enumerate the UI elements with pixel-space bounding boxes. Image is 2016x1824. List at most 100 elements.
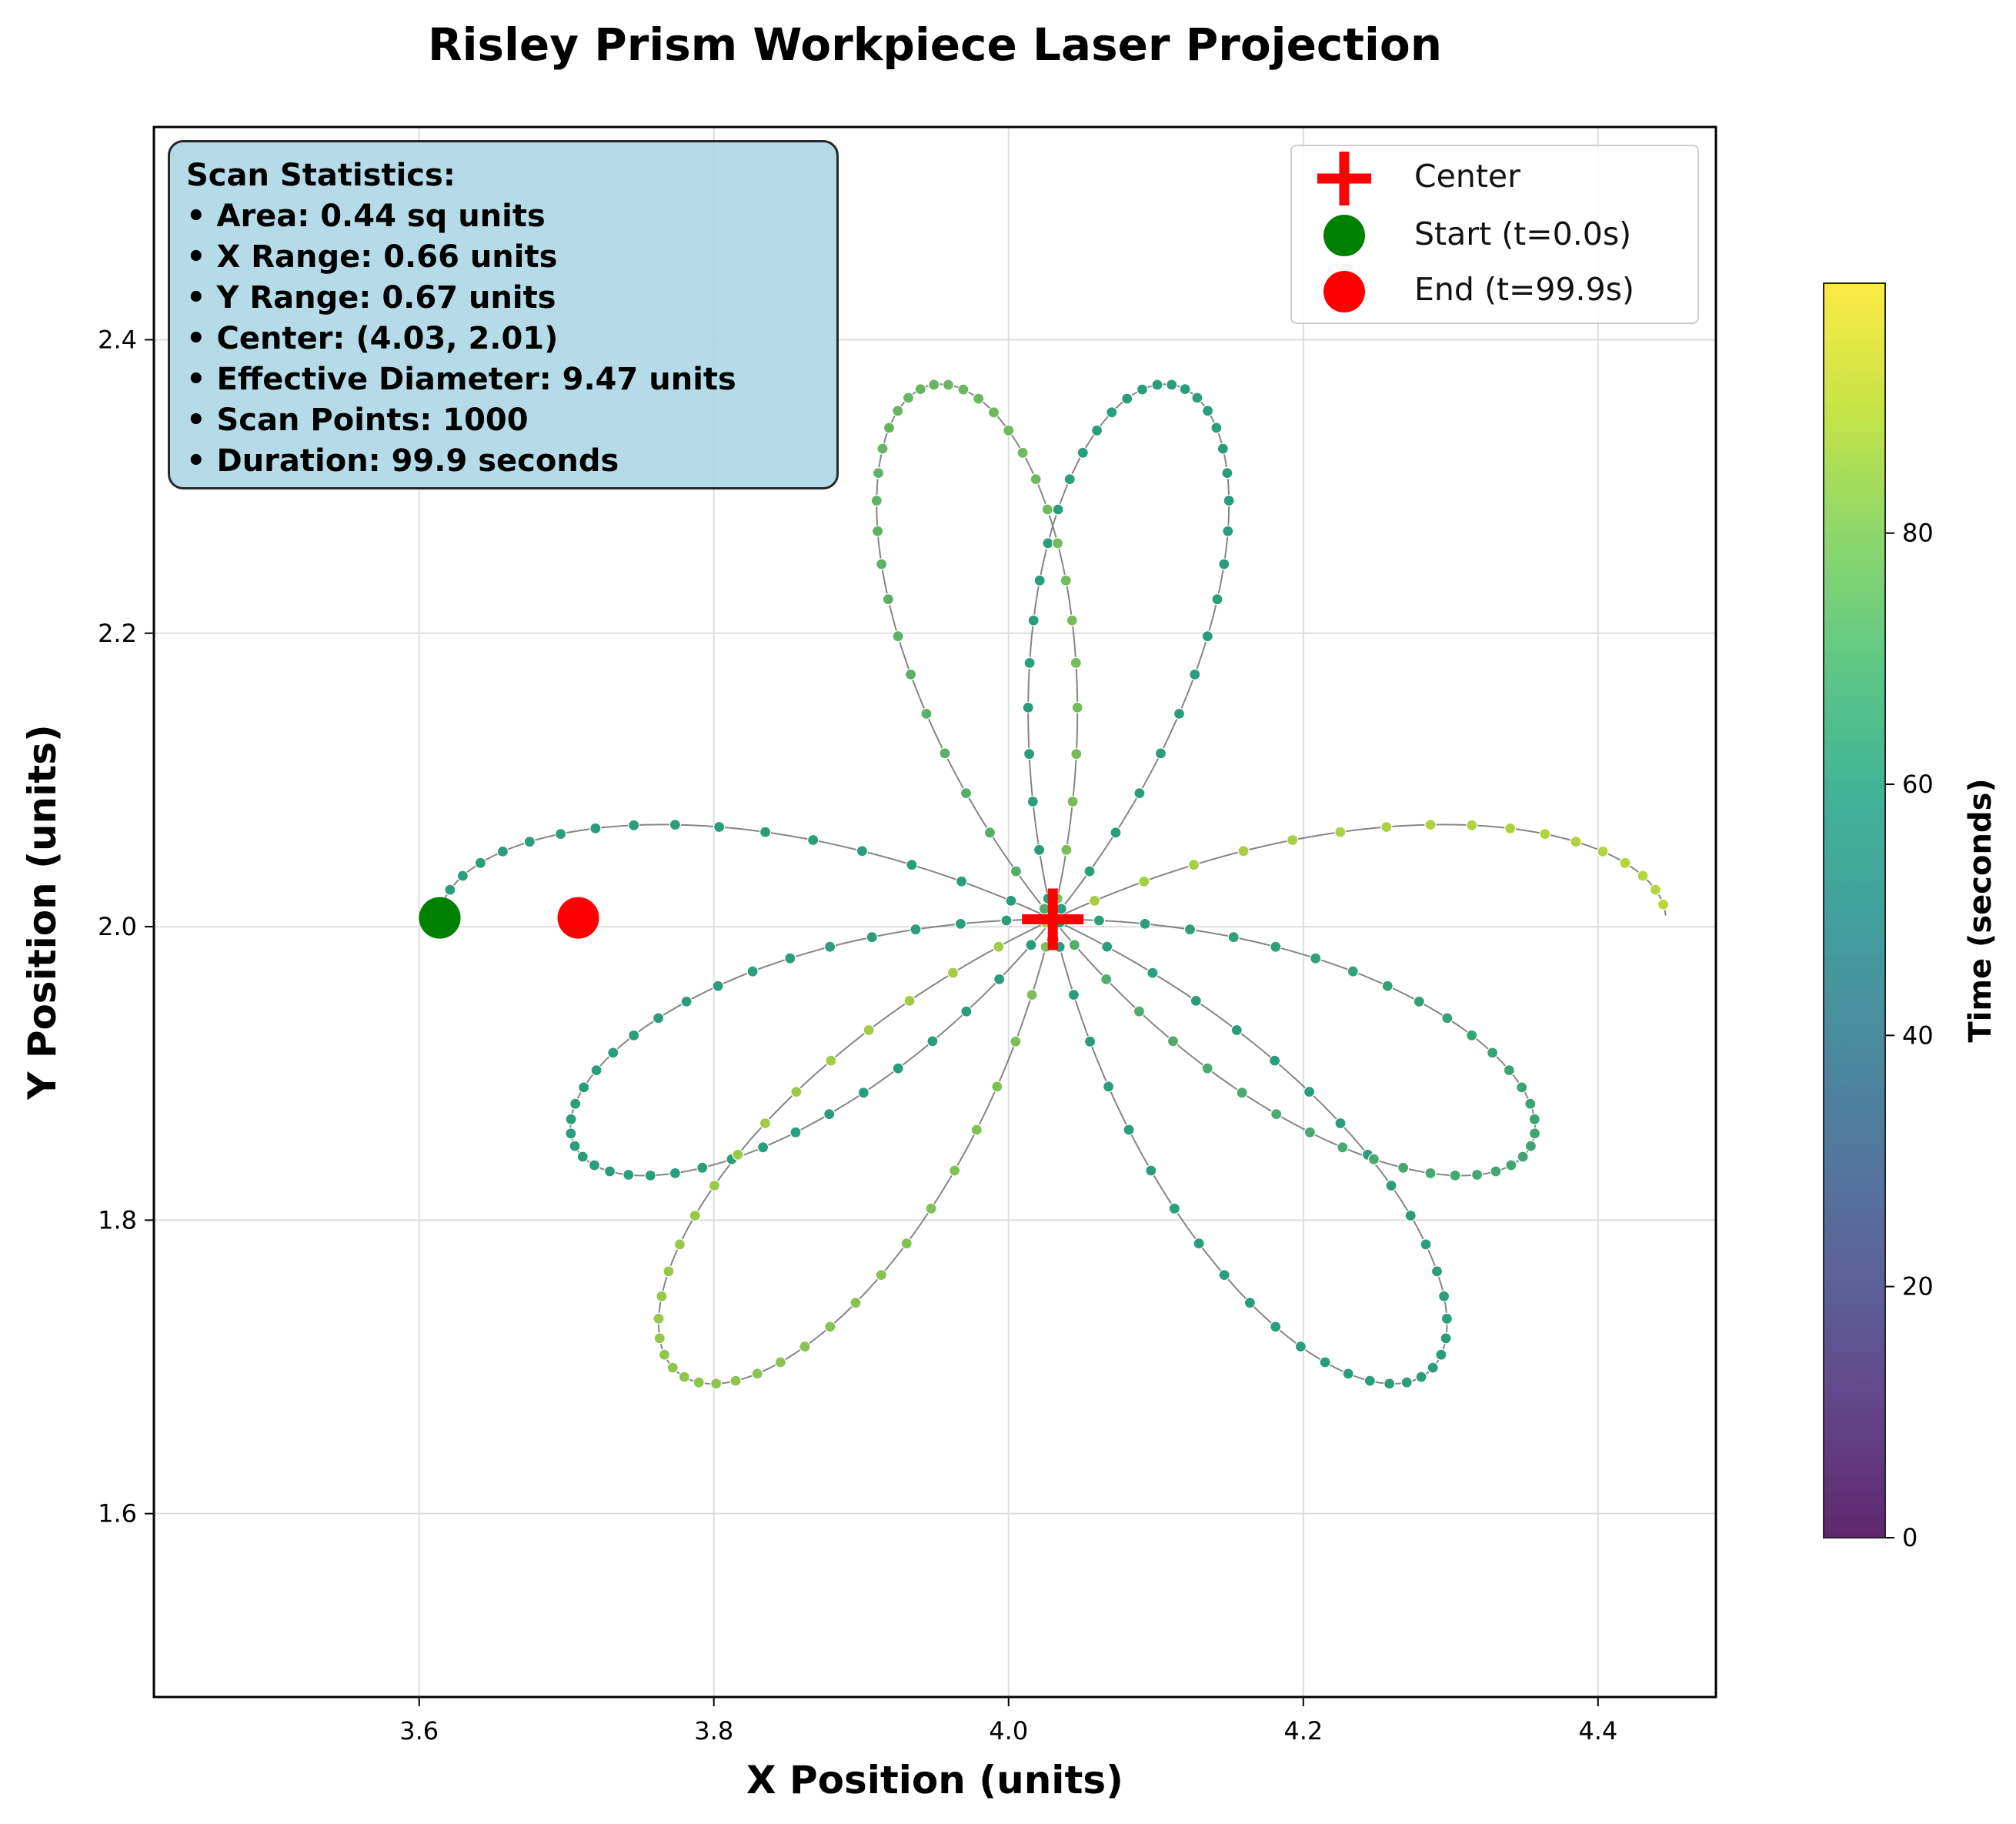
scan-point [713, 820, 726, 833]
scan-point [1201, 630, 1213, 643]
scan-point [872, 466, 885, 479]
colorbar-label: Time (seconds) [1963, 778, 1998, 1042]
scan-point [1440, 1312, 1454, 1325]
scan-point [1093, 914, 1106, 927]
scan-point [799, 1341, 811, 1353]
scan-point [807, 833, 819, 847]
scan-point [1294, 1341, 1307, 1353]
scan-point [957, 383, 970, 396]
stats-line: • Effective Diameter: 9.47 units [186, 362, 736, 397]
scan-point [1183, 924, 1197, 936]
scan-point [914, 383, 926, 396]
scan-point [1042, 537, 1054, 550]
scan-point [1597, 845, 1609, 858]
scan-point [1070, 656, 1082, 670]
scan-point [892, 405, 904, 417]
scan-point [993, 973, 1006, 986]
scan-point [693, 1376, 705, 1388]
scan-point [1027, 614, 1040, 626]
scan-point [1191, 392, 1203, 404]
scan-point [1051, 537, 1064, 550]
y-tick-label: 1.8 [98, 1205, 137, 1234]
scan-point [1570, 836, 1582, 848]
scan-point [866, 931, 878, 944]
scan-point [1505, 1159, 1517, 1171]
scan-point [1147, 967, 1159, 979]
scan-point [1218, 1268, 1230, 1281]
y-tick-label: 1.6 [98, 1499, 137, 1528]
scan-point [1023, 656, 1036, 670]
scan-point [1187, 859, 1200, 871]
scan-point [673, 1238, 686, 1251]
stats-line: • Scan Points: 1000 [186, 403, 529, 438]
scan-point [1110, 827, 1122, 839]
scan-point [569, 1097, 582, 1110]
scan-point [1068, 939, 1081, 951]
scan-point [622, 1168, 635, 1181]
scan-point [960, 787, 973, 800]
scan-point [1190, 994, 1202, 1007]
scan-point [857, 1087, 869, 1099]
scan-point [1101, 940, 1113, 953]
scan-point [1404, 1209, 1417, 1222]
y-tick-label: 2.0 [98, 912, 137, 941]
colorbar-tick-label: 20 [1902, 1272, 1934, 1301]
scan-point [1189, 668, 1201, 681]
scan-point [1528, 1127, 1541, 1140]
scan-point [993, 940, 1005, 953]
scan-point [456, 870, 469, 882]
scan-point [578, 1081, 590, 1094]
scan-point [628, 819, 640, 831]
scan-point [1193, 1238, 1205, 1250]
scan-point [653, 1312, 665, 1325]
scan-point [1649, 884, 1662, 896]
scan-trajectory [433, 379, 1670, 1390]
scan-point [1070, 748, 1083, 760]
scan-point [1033, 844, 1046, 856]
scan-point [656, 1290, 668, 1302]
scan-point [849, 1297, 862, 1309]
scan-point [1270, 940, 1282, 953]
scan-point [1287, 833, 1299, 847]
scan-point [1440, 1332, 1452, 1345]
scan-point [644, 1169, 656, 1182]
scan-point [1041, 503, 1053, 516]
scan-point [875, 558, 888, 570]
scan-point [523, 836, 536, 848]
scan-point [973, 393, 985, 405]
scan-point [1347, 965, 1359, 977]
scan-point [1380, 820, 1393, 833]
colorbar-ticks: 0 20 40 60 80 [1885, 519, 1934, 1552]
scan-point [1334, 826, 1347, 838]
scan-point [900, 1238, 913, 1250]
scan-point [1524, 1097, 1537, 1110]
scan-point [759, 826, 772, 838]
scan-point [1270, 1321, 1282, 1333]
scan-point [1201, 1062, 1213, 1074]
scan-point [1400, 1376, 1413, 1388]
scan-point [1154, 747, 1167, 760]
scan-point [1201, 405, 1214, 417]
scan-point [444, 884, 456, 896]
scan-point [1221, 466, 1233, 479]
scan-point [876, 443, 889, 455]
scan-point [870, 494, 883, 507]
scan-point [1211, 593, 1223, 606]
scan-point [925, 1202, 937, 1214]
end-marker [557, 897, 599, 939]
scan-path-line [439, 383, 1667, 1385]
scan-point [946, 967, 960, 979]
scan-point [1516, 1081, 1528, 1094]
scan-point [696, 1161, 709, 1174]
plot-frame [152, 125, 1717, 1699]
scan-point [784, 952, 796, 964]
scan-point [892, 1062, 904, 1074]
scan-point [1010, 1035, 1022, 1047]
scan-point [1066, 614, 1078, 626]
scan-point [756, 1141, 769, 1154]
scan-point [823, 940, 836, 953]
scan-point [589, 822, 602, 834]
scan-point [1100, 973, 1113, 986]
stats-line: • X Range: 0.66 units [186, 239, 558, 275]
scan-point [926, 1035, 939, 1047]
